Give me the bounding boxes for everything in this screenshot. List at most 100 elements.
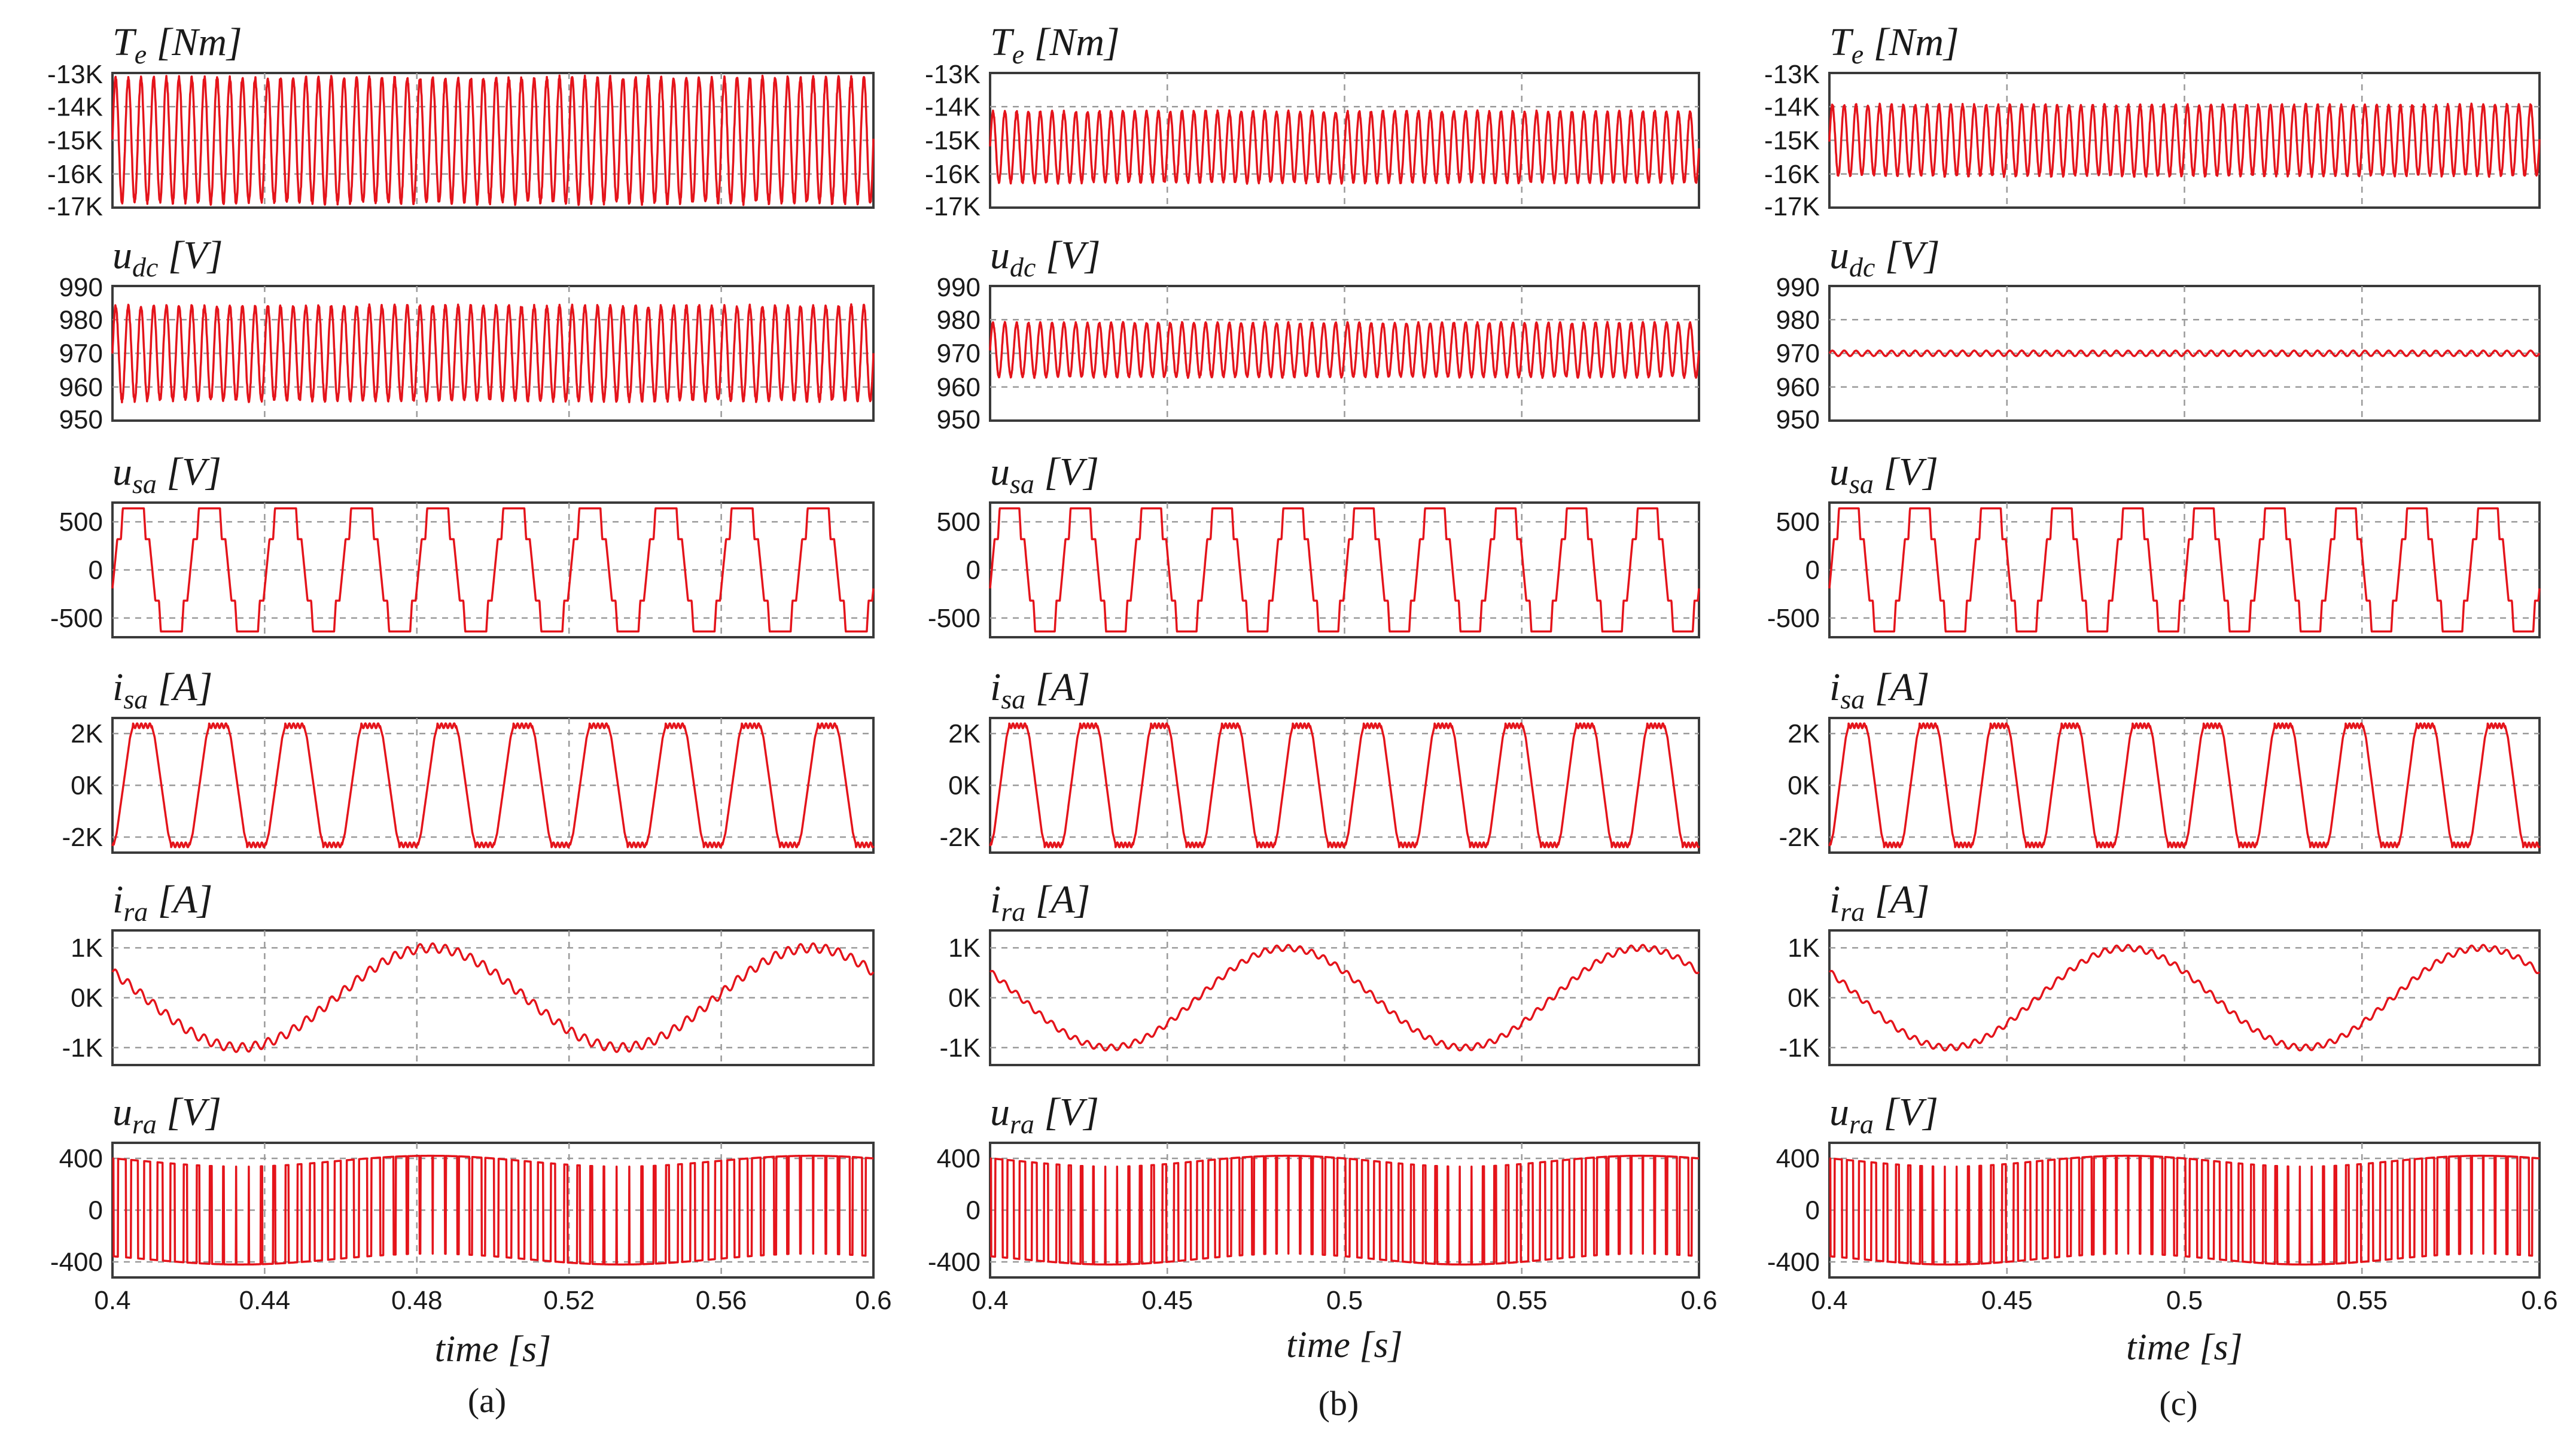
subplot-ura: ura [V] 400 0 -400 — [50, 1090, 875, 1279]
subplot-isa: isa [A] 2K 0K -2K — [62, 665, 875, 854]
y-tick-label: -15K — [1764, 126, 1820, 156]
signal-label: isa [A] — [990, 665, 1090, 714]
subplot-udc: udc [V] 990 980 970 960 950 — [1776, 233, 2541, 434]
x-tick-label: 0.5 — [2166, 1286, 2203, 1315]
y-tick-label: 0K — [1788, 771, 1820, 801]
signal-label: udc [V] — [990, 233, 1101, 282]
x-tick-label: 0.4 — [972, 1286, 1008, 1315]
subplot-ura: ura [V] 400 0 -400 — [1767, 1090, 2541, 1279]
x-tick-label: 0.6 — [1680, 1286, 1717, 1315]
subplot-usa: usa [V] 500 0 -500 — [50, 450, 875, 638]
signal-label: isa [A] — [112, 665, 212, 714]
signal-trace — [1828, 1154, 2541, 1266]
subplot-ura: ura [V] 400 0 -400 — [928, 1090, 1700, 1279]
x-tick-label: 0.48 — [391, 1286, 443, 1315]
y-tick-label: 960 — [937, 373, 981, 402]
x-tick-label: 0.6 — [2521, 1286, 2557, 1315]
y-tick-label: 960 — [59, 373, 103, 402]
y-tick-label: -13K — [47, 60, 103, 89]
signal-label: Te [Nm] — [1829, 20, 1959, 69]
y-tick-label: -15K — [47, 126, 103, 156]
y-tick-label: -1K — [62, 1033, 103, 1063]
y-tick-label: 980 — [1776, 305, 1820, 334]
subplot-ira: ira [A] 1K 0K -1K — [1779, 878, 2541, 1066]
y-tick-label: 2K — [71, 719, 103, 749]
y-tick-label: 0K — [71, 771, 103, 801]
y-tick-label: -16K — [925, 160, 981, 189]
x-tick-label: 0.56 — [696, 1286, 747, 1315]
y-tick-label: 0K — [71, 984, 103, 1013]
subplot-ira: ira [A] 1K 0K -1K — [62, 878, 875, 1066]
signal-label: Te [Nm] — [990, 20, 1120, 69]
signal-label: isa [A] — [1829, 665, 1929, 714]
y-tick-label: -500 — [50, 604, 103, 633]
y-tick-label: 0K — [948, 771, 981, 801]
x-tick-label: 0.4 — [1811, 1286, 1847, 1315]
subplot-usa: usa [V] 500 0 -500 — [1767, 450, 2541, 638]
y-tick-label: -1K — [1779, 1033, 1820, 1063]
signal-trace — [989, 109, 1700, 185]
y-tick-label: 960 — [1776, 373, 1820, 402]
subplot-usa: usa [V] 500 0 -500 — [928, 450, 1700, 638]
y-tick-label: -15K — [925, 126, 981, 156]
y-tick-label: 500 — [1776, 507, 1820, 537]
signal-label: usa [V] — [1829, 450, 1938, 499]
subplot-Te: Te [Nm] -13K -14K -15K -16K -17K — [47, 20, 875, 221]
signal-label: udc [V] — [1829, 233, 1940, 282]
signal-trace — [1828, 944, 2541, 1052]
y-tick-label: 970 — [1776, 339, 1820, 369]
y-tick-label: -13K — [1764, 60, 1820, 89]
column-a: Te [Nm] -13K -14K -15K -16K -17K udc [V] 990 980… — [47, 20, 892, 1420]
y-tick-label: -2K — [1779, 823, 1820, 852]
y-tick-label: 950 — [937, 405, 981, 434]
column-c: Te [Nm] -13K -14K -15K -16K -17K udc [V] 990 980… — [1764, 20, 2558, 1423]
y-tick-label: 990 — [59, 273, 103, 302]
y-tick-label: -17K — [925, 192, 981, 221]
y-tick-label: 0 — [966, 1196, 981, 1225]
y-tick-label: -16K — [1764, 160, 1820, 189]
y-tick-label: 500 — [59, 507, 103, 537]
y-tick-label: -14K — [1764, 92, 1820, 121]
y-tick-label: 970 — [937, 339, 981, 369]
y-tick-label: -400 — [1767, 1248, 1820, 1277]
signal-label: ira [A] — [990, 878, 1090, 927]
y-tick-label: 980 — [59, 305, 103, 334]
signal-label: usa [V] — [990, 450, 1099, 499]
subplot-isa: isa [A] 2K 0K -2K — [940, 665, 1700, 854]
subplot-ira: ira [A] 1K 0K -1K — [940, 878, 1700, 1066]
x-axis-label: time [s] — [2126, 1327, 2243, 1368]
signal-trace — [111, 507, 875, 633]
signal-trace — [1828, 507, 2541, 633]
y-tick-label: 1K — [948, 933, 981, 963]
y-tick-label: -400 — [928, 1248, 981, 1277]
x-tick-label: 0.6 — [855, 1286, 891, 1315]
signal-label: udc [V] — [112, 233, 223, 282]
y-tick-label: 0 — [1805, 1196, 1820, 1225]
x-axis-label: time [s] — [1286, 1325, 1403, 1365]
signal-label: ira [A] — [112, 878, 212, 927]
column-b: Te [Nm] -13K -14K -15K -16K -17K udc [V] 990 980… — [925, 20, 1718, 1423]
y-tick-label: 400 — [59, 1144, 103, 1173]
y-tick-label: -17K — [47, 192, 103, 221]
signal-trace — [111, 74, 875, 206]
subplot-udc: udc [V] 990 980 970 960 950 — [937, 233, 1700, 434]
y-tick-label: 1K — [1788, 933, 1820, 963]
y-tick-label: -500 — [928, 604, 981, 633]
y-tick-label: -2K — [62, 823, 103, 852]
y-tick-label: 400 — [937, 1144, 981, 1173]
signal-trace — [111, 1154, 875, 1266]
signal-label: ura [V] — [1829, 1090, 1938, 1139]
y-tick-label: -14K — [47, 92, 103, 121]
y-tick-label: 0 — [966, 556, 981, 585]
signal-label: Te [Nm] — [112, 20, 242, 69]
y-tick-label: 500 — [937, 507, 981, 537]
y-tick-label: -2K — [940, 823, 981, 852]
x-axis-label: time [s] — [435, 1329, 552, 1370]
signal-trace — [111, 942, 875, 1053]
y-tick-label: 0K — [1788, 984, 1820, 1013]
x-tick-label: 0.4 — [94, 1286, 130, 1315]
signal-label: ura [V] — [112, 1090, 221, 1139]
x-tick-label: 0.44 — [239, 1286, 291, 1315]
y-tick-label: 980 — [937, 305, 981, 334]
